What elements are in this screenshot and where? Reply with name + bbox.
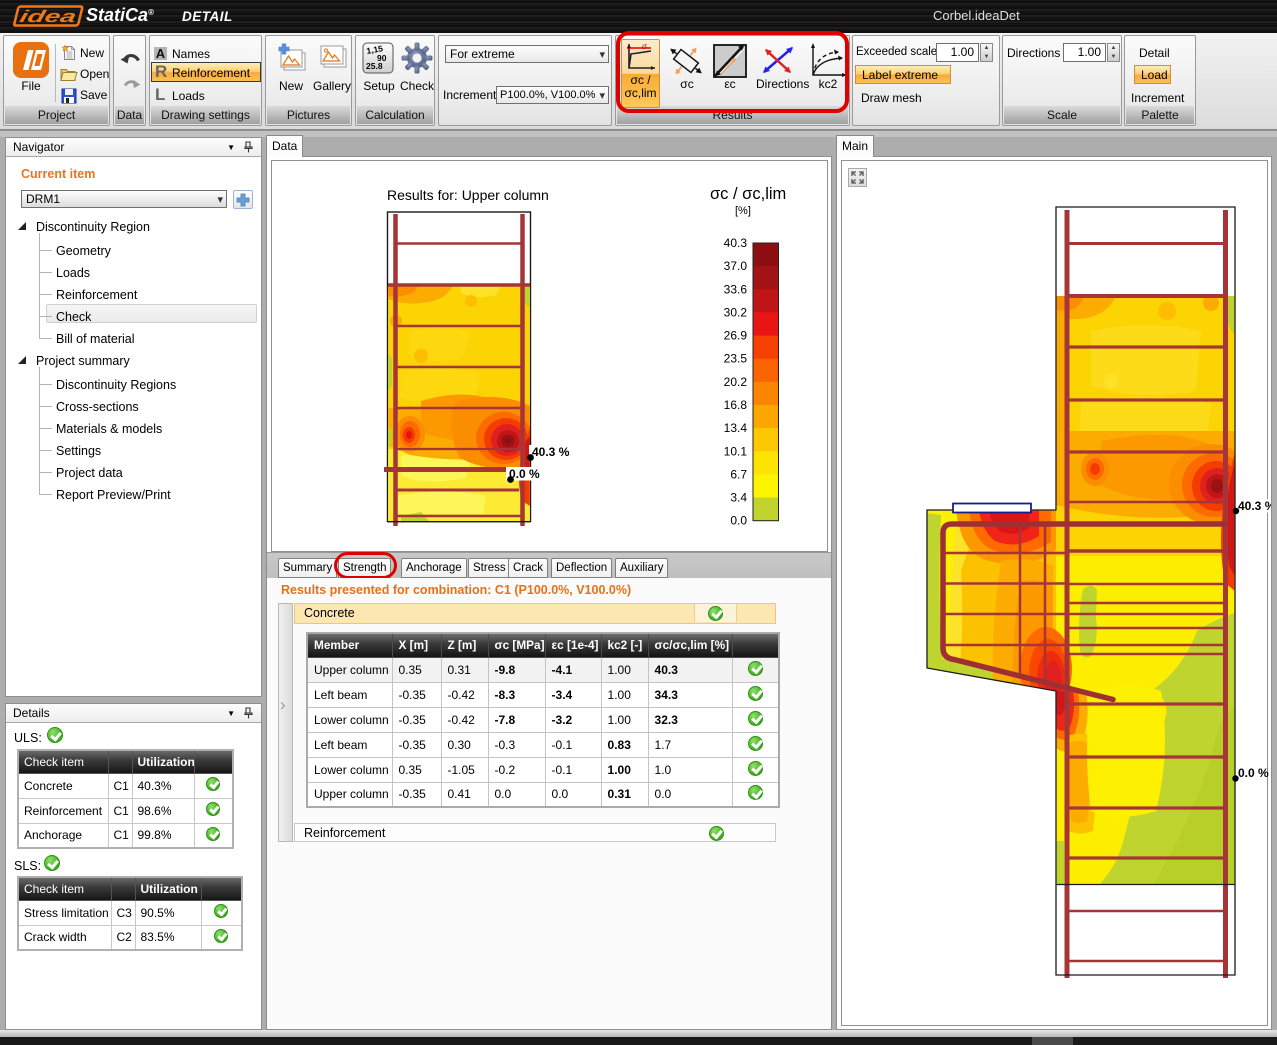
svg-text:33.6: 33.6 — [724, 282, 748, 296]
svg-text:idea: idea — [18, 6, 80, 26]
svg-text:16.8: 16.8 — [724, 398, 748, 412]
svg-text:0.0 %: 0.0 % — [1238, 766, 1269, 780]
svg-text:10.1: 10.1 — [724, 444, 748, 458]
svg-text:40.3: 40.3 — [724, 236, 748, 250]
svg-text:23.5: 23.5 — [724, 352, 748, 366]
svg-text:20.2: 20.2 — [724, 375, 748, 389]
svg-text:0.0: 0.0 — [730, 514, 747, 528]
svg-text:0.0 %: 0.0 % — [509, 467, 540, 481]
svg-text:σ: σ — [642, 42, 648, 51]
svg-text:40.3 %: 40.3 % — [532, 445, 570, 459]
svg-text:3.4: 3.4 — [730, 491, 747, 505]
svg-text:6.7: 6.7 — [730, 467, 747, 481]
svg-text:37.0: 37.0 — [724, 259, 748, 273]
svg-text:26.9: 26.9 — [724, 329, 748, 343]
svg-text:40.3 %: 40.3 % — [1238, 499, 1271, 513]
svg-text:25.8: 25.8 — [366, 61, 383, 71]
svg-text:13.4: 13.4 — [724, 421, 748, 435]
svg-text:30.2: 30.2 — [724, 305, 748, 319]
svg-text:90: 90 — [377, 53, 387, 63]
svg-text:1,15: 1,15 — [366, 43, 384, 56]
